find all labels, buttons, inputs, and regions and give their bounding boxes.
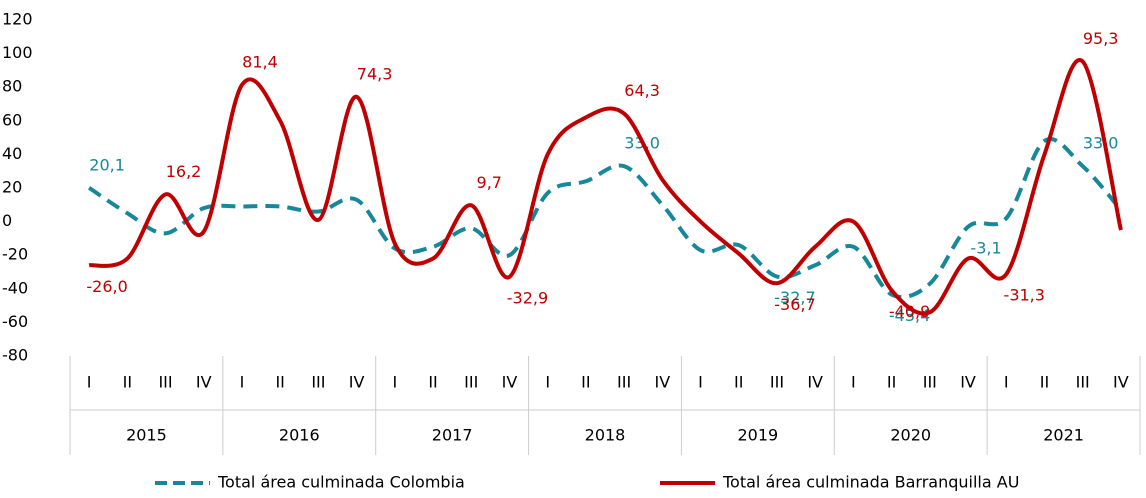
data-label: -40,9 (889, 302, 930, 321)
year-label: 2020 (890, 426, 931, 445)
data-label: 9,7 (477, 173, 502, 192)
data-label: 95,3 (1083, 29, 1119, 48)
data-label: -3,1 (970, 238, 1001, 257)
x-tick-label: IV (654, 373, 670, 392)
x-tick-label: I (545, 373, 550, 392)
data-label: 74,3 (357, 64, 393, 83)
data-label: 64,3 (624, 81, 660, 100)
data-label: -32,7 (774, 288, 815, 307)
y-tick-label: -60 (2, 312, 28, 331)
data-label: -43,4 (889, 306, 930, 325)
x-tick-label: II (887, 373, 896, 392)
x-tick-label: I (392, 373, 397, 392)
legend-label: Total área culminada Barranquilla AU (722, 473, 1019, 492)
x-tick-label: III (311, 373, 325, 392)
y-tick-label: 40 (2, 144, 22, 163)
x-tick-label: II (581, 373, 590, 392)
x-tick-label: III (464, 373, 478, 392)
x-tick-label: II (428, 373, 437, 392)
data-label: -31,3 (1004, 286, 1045, 305)
x-tick-label: IV (960, 373, 976, 392)
x-tick-label: I (698, 373, 703, 392)
x-tick-label: III (923, 373, 937, 392)
data-label: 16,2 (166, 162, 202, 181)
y-tick-label: 20 (2, 178, 22, 197)
data-label: 33,0 (1083, 134, 1119, 153)
data-label: -26,0 (86, 277, 127, 296)
x-tick-label: III (617, 373, 631, 392)
x-tick-label: III (158, 373, 172, 392)
year-label: 2018 (585, 426, 626, 445)
x-tick-label: IV (502, 373, 518, 392)
y-tick-label: -80 (2, 346, 28, 365)
x-tick-label: I (851, 373, 856, 392)
x-tick-label: II (123, 373, 132, 392)
y-tick-label: 0 (2, 211, 12, 230)
x-tick-label: IV (196, 373, 212, 392)
y-tick-label: 80 (2, 77, 22, 96)
data-label: -36,7 (774, 295, 815, 314)
legend-label: Total área culminada Colombia (217, 473, 465, 492)
series-line (88, 58, 1123, 316)
x-tick-label: II (275, 373, 284, 392)
x-tick-label: I (240, 373, 245, 392)
series-line (88, 137, 1123, 300)
x-tick-label: IV (807, 373, 823, 392)
x-tick-label: I (87, 373, 92, 392)
x-tick-label: IV (1113, 373, 1129, 392)
year-label: 2015 (126, 426, 167, 445)
x-tick-label: II (1040, 373, 1049, 392)
data-label: -32,9 (507, 288, 548, 307)
year-label: 2017 (432, 426, 473, 445)
y-tick-label: 120 (2, 10, 33, 29)
y-tick-label: 100 (2, 43, 33, 62)
y-tick-label: -20 (2, 245, 28, 264)
x-tick-label: IV (349, 373, 365, 392)
y-tick-label: -40 (2, 278, 28, 297)
data-label: 20,1 (89, 155, 125, 174)
x-tick-label: I (1004, 373, 1009, 392)
year-label: 2019 (737, 426, 778, 445)
x-tick-label: III (770, 373, 784, 392)
y-tick-label: 60 (2, 110, 22, 129)
data-label: 81,4 (242, 52, 278, 71)
x-tick-label: III (1076, 373, 1090, 392)
x-tick-label: II (734, 373, 743, 392)
year-label: 2016 (279, 426, 320, 445)
year-label: 2021 (1043, 426, 1084, 445)
